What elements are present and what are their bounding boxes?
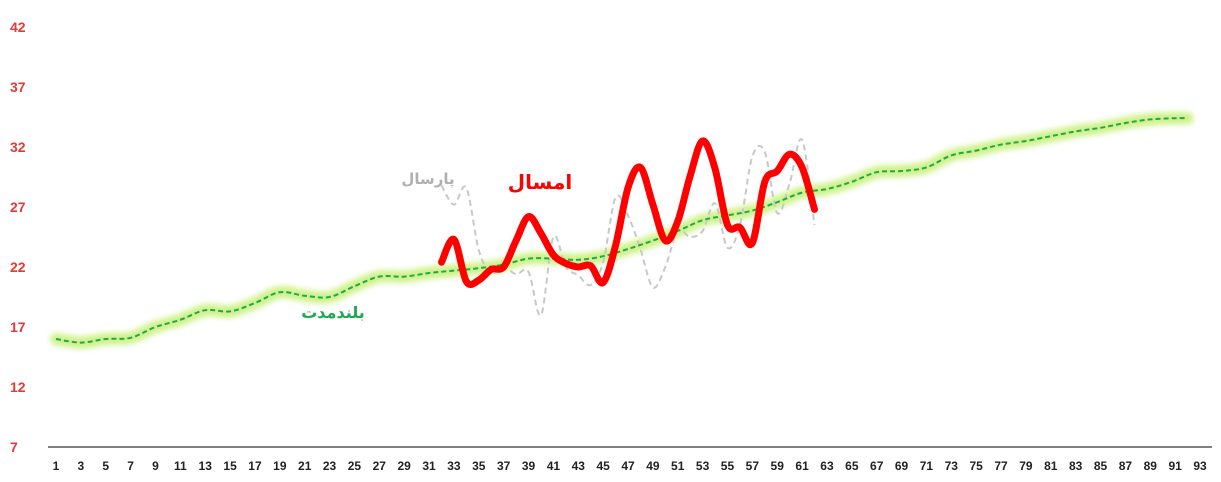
x-tick-label: 69 (895, 459, 909, 473)
x-tick-label: 73 (945, 459, 959, 473)
x-tick-label: 79 (1019, 459, 1033, 473)
x-tick-label: 23 (323, 459, 337, 473)
y-tick-label: 32 (10, 139, 26, 155)
x-tick-label: 53 (696, 459, 710, 473)
x-tick-label: 27 (373, 459, 387, 473)
x-tick-label: 77 (994, 459, 1008, 473)
y-tick-label: 12 (10, 379, 26, 395)
x-tick-label: 85 (1094, 459, 1108, 473)
x-tick-label: 81 (1044, 459, 1058, 473)
x-tick-label: 93 (1193, 459, 1207, 473)
x-tick-label: 21 (298, 459, 312, 473)
x-tick-label: 41 (547, 459, 561, 473)
x-tick-label: 45 (596, 459, 610, 473)
x-tick-label: 57 (746, 459, 760, 473)
x-tick-label: 61 (795, 459, 809, 473)
series-label-this-year: امسال (508, 170, 572, 194)
y-tick-label: 42 (10, 19, 26, 35)
x-tick-label: 67 (870, 459, 884, 473)
x-tick-label: 19 (273, 459, 287, 473)
x-tick-label: 51 (671, 459, 685, 473)
x-tick-label: 47 (621, 459, 635, 473)
series-layer (50, 112, 1194, 349)
x-tick-label: 3 (78, 459, 85, 473)
series-labels: بلندمدت امسال پارسال (301, 170, 572, 322)
y-tick-label: 27 (10, 199, 26, 215)
x-tick-label: 39 (522, 459, 536, 473)
x-tick-label: 35 (472, 459, 486, 473)
x-tick-label: 87 (1119, 459, 1133, 473)
x-tick-label: 43 (572, 459, 586, 473)
x-tick-label: 25 (348, 459, 362, 473)
x-tick-label: 55 (721, 459, 735, 473)
y-tick-label: 37 (10, 79, 26, 95)
x-tick-label: 59 (771, 459, 785, 473)
x-tick-label: 49 (646, 459, 660, 473)
x-tick-label: 83 (1069, 459, 1083, 473)
x-tick-label: 37 (497, 459, 511, 473)
y-tick-label: 22 (10, 259, 26, 275)
x-tick-label: 1 (53, 459, 60, 473)
x-axis-ticks: 1 3 5 7 9 11 13 15 17 19 21 23 25 27 29 31 33 35 37 39 41 43 4… (53, 459, 1207, 473)
x-tick-label: 89 (1144, 459, 1158, 473)
x-tick-label: 33 (447, 459, 461, 473)
x-tick-label: 65 (845, 459, 859, 473)
x-tick-label: 71 (920, 459, 934, 473)
y-tick-label: 17 (10, 319, 26, 335)
x-tick-label: 5 (102, 459, 109, 473)
series-line-this-year (438, 137, 818, 289)
series-line-long-term (55, 117, 1188, 344)
x-tick-label: 15 (223, 459, 237, 473)
x-tick-label: 29 (397, 459, 411, 473)
x-tick-label: 75 (969, 459, 983, 473)
series-label-last-year: پارسال (401, 170, 454, 189)
x-tick-label: 17 (248, 459, 262, 473)
x-tick-label: 91 (1168, 459, 1182, 473)
x-tick-label: 9 (152, 459, 159, 473)
x-tick-label: 63 (820, 459, 834, 473)
y-tick-label: 7 (10, 439, 18, 455)
x-tick-label: 11 (174, 459, 187, 473)
y-axis-ticks: 7 12 17 22 27 32 37 42 (10, 19, 26, 455)
x-tick-label: 7 (127, 459, 134, 473)
x-tick-label: 13 (199, 459, 213, 473)
series-label-long-term: بلندمدت (301, 303, 365, 322)
x-tick-label: 31 (422, 459, 436, 473)
